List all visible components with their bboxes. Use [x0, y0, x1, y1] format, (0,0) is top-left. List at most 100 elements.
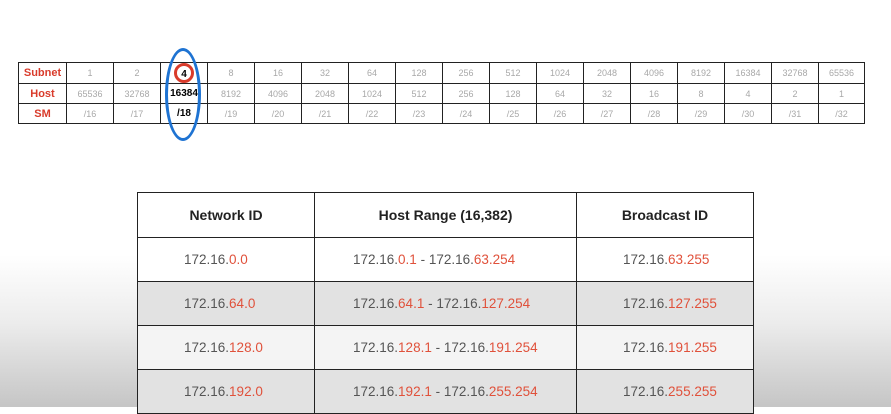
host-cell-value: 128 — [505, 88, 521, 99]
host-cell: 256 — [442, 83, 490, 104]
subnet-cell-value: 64 — [366, 68, 377, 78]
host-range-end-prefix: 172.16. — [443, 340, 489, 355]
host-cell-value: 8192 — [220, 88, 242, 99]
subnet-cell-value: 4096 — [643, 68, 665, 78]
table-row: 172.16.192.0 172.16.192.1 - 172.16.255.25… — [137, 369, 754, 414]
host-cell: 1024 — [348, 83, 396, 104]
host-range-start-prefix: 172.16. — [353, 252, 399, 267]
sm-row: SM /16/17/18/19/20/21/22/23/24/25/26/27 /… — [18, 103, 865, 124]
host-cell: 128 — [489, 83, 537, 104]
host-cell-value: 1 — [838, 88, 844, 99]
network-id-prefix: 172.16. — [184, 384, 230, 399]
sm-cell: /25 — [489, 103, 537, 124]
sm-cell: /27 — [583, 103, 631, 124]
sm-cell-value: /20 — [271, 108, 285, 119]
host-cell-value: 256 — [458, 88, 474, 99]
sm-cell-value: /25 — [506, 108, 520, 119]
sm-cell-value: /27 — [600, 108, 614, 119]
host-range-separator: - — [416, 252, 429, 267]
sm-cell-value: /31 — [788, 108, 802, 119]
host-cell-value: 4 — [745, 88, 751, 99]
sm-cell-value: /26 — [553, 108, 567, 119]
host-cell: 32768 — [113, 83, 161, 104]
network-id-prefix: 172.16. — [184, 340, 230, 355]
subnet-cell: 4096 — [630, 62, 678, 84]
subnet-cell-value: 512 — [505, 68, 521, 78]
sm-cell-value: /16 — [83, 108, 97, 119]
host-range-end-prefix: 172.16. — [428, 252, 474, 267]
host-cell: 1 — [818, 83, 865, 104]
sm-cell-value: /17 — [130, 108, 144, 119]
host-cell: 2 — [771, 83, 819, 104]
sm-cell-value: /22 — [365, 108, 379, 119]
subnet-cell: 64 — [348, 62, 396, 84]
network-id-cell: 172.16.128.0 — [137, 325, 315, 370]
host-cell-value: 65536 — [77, 88, 103, 99]
row-label-sm: SM — [18, 103, 67, 124]
table-row: 172.16.64.0 172.16.64.1 - 172.16.127.254 1… — [137, 281, 754, 326]
host-range-separator: - — [431, 340, 444, 355]
row-label-host: Host — [18, 83, 67, 104]
host-range-end-octet: 255.254 — [488, 384, 538, 399]
subnet-cell: 256 — [442, 62, 490, 84]
subnet-cell-value: 1 — [87, 68, 93, 78]
host-range-start-octet: 64.1 — [398, 296, 425, 311]
subnet-cell-value: 128 — [411, 68, 427, 78]
subnet-cell: 16 — [254, 62, 302, 84]
host-range-cell: 172.16.64.1 - 172.16.127.254 — [314, 281, 577, 326]
host-range-start-prefix: 172.16. — [353, 296, 399, 311]
subnet-cell: 16384 — [724, 62, 772, 84]
header-host-range: Host Range (16,382) — [314, 192, 577, 238]
subnet-ranges-table: Network ID Host Range (16,382) Broadcast… — [137, 192, 754, 414]
host-cell: 16384 — [160, 83, 208, 104]
broadcast-id-octet: 63.255 — [668, 252, 710, 267]
network-id-prefix: 172.16. — [184, 252, 230, 267]
host-cell: 4096 — [254, 83, 302, 104]
subnet-cell-value: 32 — [319, 68, 330, 78]
subnet-cell: 512 — [489, 62, 537, 84]
subnet-cell: 65536 — [818, 62, 865, 84]
subnet-cell: 4 — [160, 62, 208, 84]
host-range-end-prefix: 172.16. — [443, 384, 489, 399]
subnet-cell: 128 — [395, 62, 443, 84]
host-cell: 2048 — [301, 83, 349, 104]
sm-cell: /16 — [66, 103, 114, 124]
host-cell-value: 512 — [411, 88, 427, 99]
sm-cell-value: /23 — [412, 108, 426, 119]
network-id-cell: 172.16.0.0 — [137, 237, 315, 282]
subnet-cell-value: 8192 — [690, 68, 712, 78]
host-range-start-octet: 192.1 — [398, 384, 432, 399]
subnet-cell-value: 4 — [174, 63, 194, 83]
host-cell-value: 32 — [601, 88, 612, 99]
network-id-octet: 0.0 — [229, 252, 248, 267]
sm-cell-value: /18 — [177, 108, 191, 119]
sm-cell-value: /29 — [694, 108, 708, 119]
broadcast-id-prefix: 172.16. — [623, 252, 669, 267]
subnet-cell-value: 32768 — [782, 68, 808, 78]
host-cell: 4 — [724, 83, 772, 104]
sm-cell: /19 — [207, 103, 255, 124]
sm-cell: /29 — [677, 103, 725, 124]
host-cell: 8 — [677, 83, 725, 104]
host-range-separator: - — [424, 296, 437, 311]
broadcast-id-cell: 172.16.127.255 — [576, 281, 754, 326]
subnet-cell-value: 1024 — [549, 68, 571, 78]
sm-cell: /17 — [113, 103, 161, 124]
sm-cell: /28 — [630, 103, 678, 124]
host-range-end-octet: 63.254 — [473, 252, 516, 267]
network-id-octet: 128.0 — [229, 340, 263, 355]
sm-cell-value: /19 — [224, 108, 238, 119]
broadcast-id-cell: 172.16.191.255 — [576, 325, 754, 370]
host-cell-value: 8 — [698, 88, 704, 99]
host-cell-value: 2 — [792, 88, 798, 99]
host-row: Host 65536 32768 16384 8192 4096 2048 1024 512 2… — [18, 83, 865, 104]
broadcast-id-octet: 255.255 — [668, 384, 717, 399]
host-cell-value: 16384 — [170, 88, 198, 99]
subnet-cheat-sheet-table: Subnet 1 2 4 8 16 32 64 128 256 512 1024 2048 4096 81… — [18, 62, 865, 124]
subnet-cell-value: 16 — [272, 68, 283, 78]
broadcast-id-prefix: 172.16. — [623, 296, 669, 311]
host-range-cell: 172.16.0.1 - 172.16.63.254 — [314, 237, 577, 282]
host-cell-value: 32768 — [124, 88, 150, 99]
header-broadcast-id: Broadcast ID — [576, 192, 754, 238]
subnet-cell: 1024 — [536, 62, 584, 84]
